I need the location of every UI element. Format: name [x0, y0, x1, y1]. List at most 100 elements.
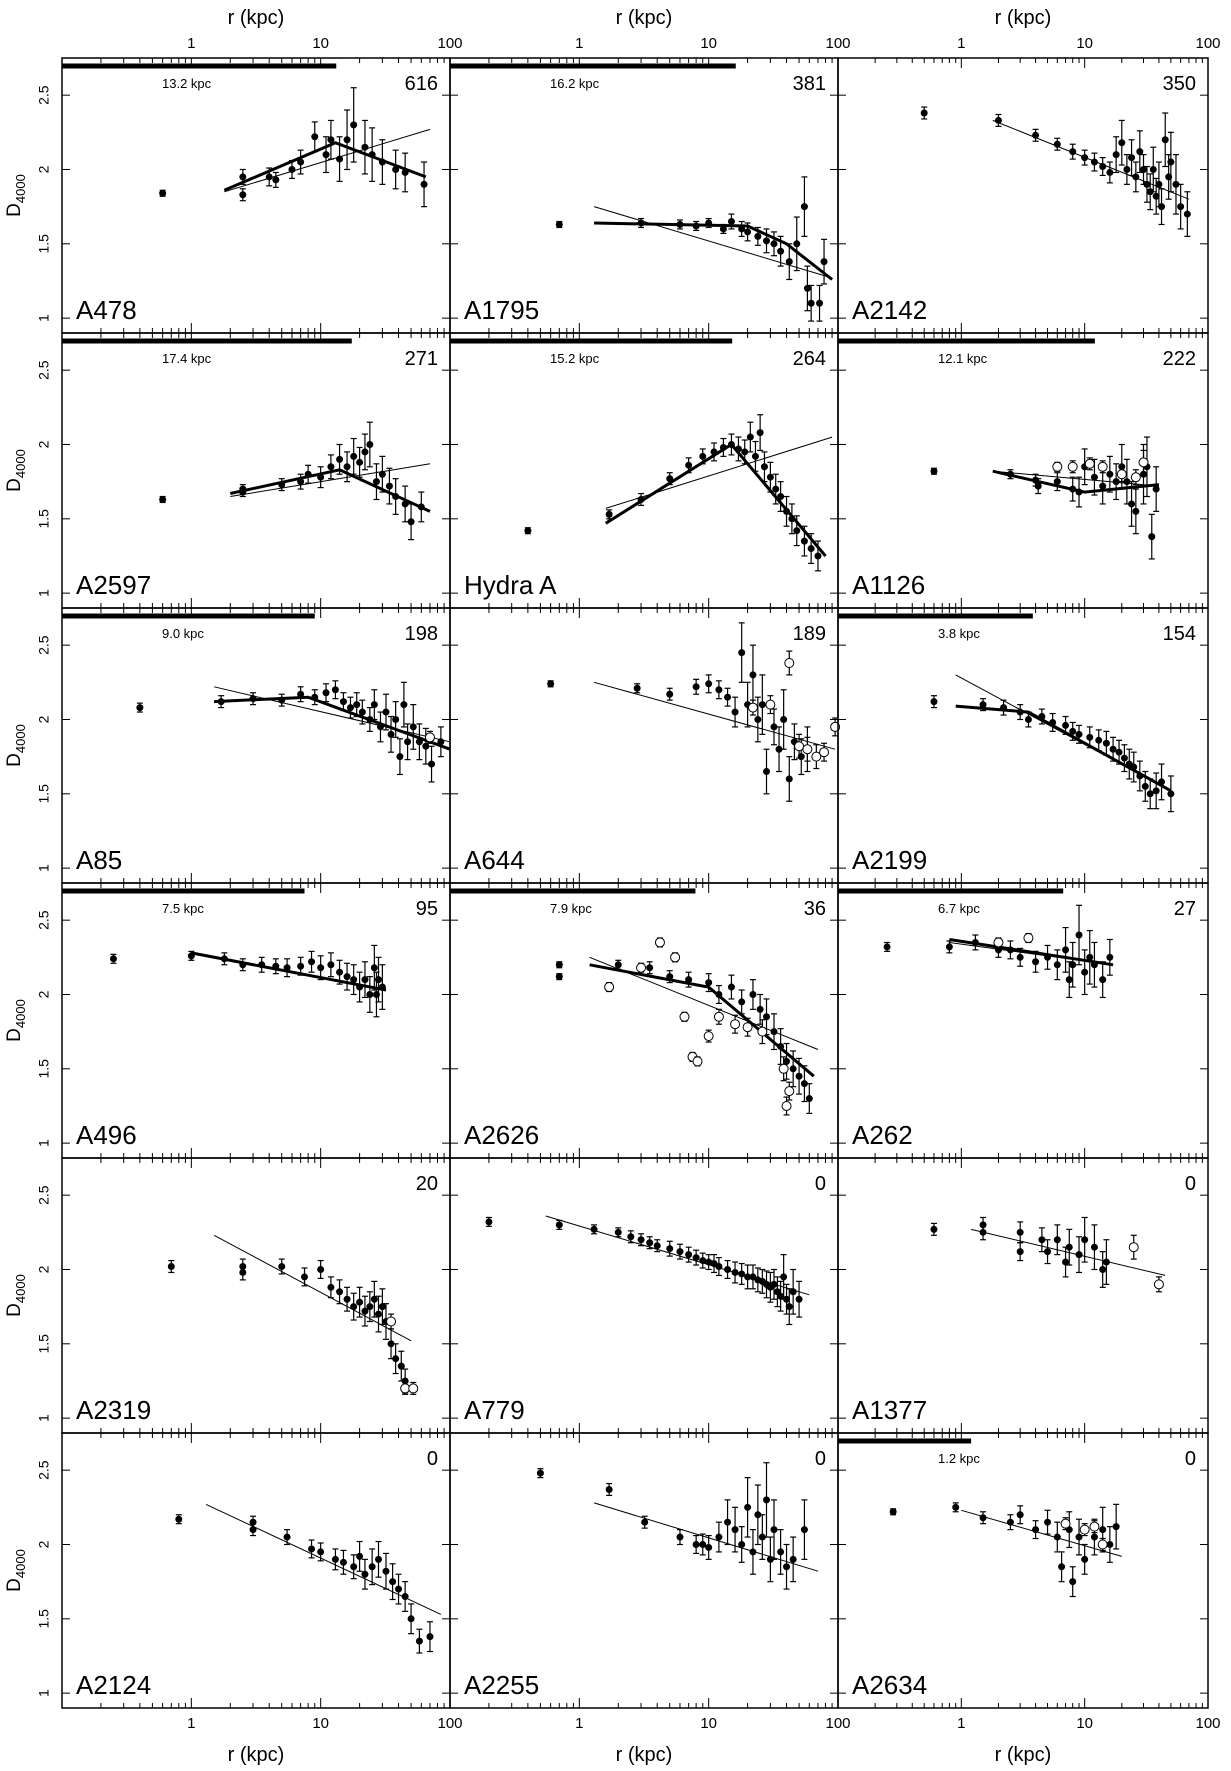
data-point [350, 964, 358, 996]
data-point [770, 231, 778, 257]
data-point [327, 454, 335, 480]
data-point [361, 1295, 369, 1327]
data-point [1016, 1505, 1024, 1525]
data-point [1032, 1520, 1040, 1540]
data-point [331, 1548, 339, 1571]
data-point [762, 748, 770, 795]
data-point [710, 1254, 718, 1274]
data-point [356, 971, 364, 1003]
y-axis-label: D4000 [4, 1549, 28, 1592]
data-point [278, 1258, 286, 1275]
data-point [1069, 476, 1077, 502]
data-point [297, 473, 305, 490]
x-axis-title-bottom: r (kpc) [995, 1744, 1052, 1766]
data-point [795, 1280, 803, 1318]
data-point [343, 962, 351, 991]
panel-number: 36 [804, 898, 826, 920]
data-point-open [1079, 1523, 1090, 1537]
panel-number: 0 [427, 1448, 438, 1470]
data-point [343, 1286, 351, 1312]
data-point [807, 284, 815, 322]
data-point [738, 1526, 746, 1563]
x-tick-label: 10 [312, 1715, 329, 1732]
data-point [1058, 1551, 1066, 1583]
data-point [685, 457, 693, 474]
x-tick-label: 10 [312, 35, 329, 52]
data-point [136, 702, 144, 713]
data-point [1106, 1526, 1114, 1563]
data-point [336, 959, 344, 985]
y-tick-label: 1 [36, 1414, 52, 1422]
scale-bar-label: 16.2 kpc [550, 76, 600, 91]
cluster-name: A2124 [76, 1670, 151, 1700]
data-point-open [1128, 1234, 1139, 1260]
data-point [727, 433, 735, 456]
data-point [322, 136, 330, 174]
data-point [265, 167, 273, 187]
data-point [378, 455, 386, 493]
data-point [407, 1603, 415, 1635]
data-point-open [811, 744, 822, 770]
data-point-open [757, 1019, 768, 1045]
data-point [555, 1219, 563, 1230]
data-point [1081, 1543, 1089, 1575]
data-point [783, 1283, 791, 1315]
data-point-open [742, 1017, 753, 1037]
panel-number: 616 [405, 73, 438, 95]
data-point [758, 674, 766, 735]
x-axis-title-top: r (kpc) [228, 7, 285, 29]
data-point [392, 149, 400, 190]
data-point [1081, 949, 1089, 996]
fit-line-thin [955, 674, 1172, 792]
data-point [417, 491, 425, 523]
data-point [415, 723, 423, 761]
data-point [785, 756, 793, 802]
data-point [437, 726, 445, 758]
data-point [1075, 904, 1083, 966]
data-point [397, 1350, 405, 1382]
cluster-name: Hydra A [464, 570, 557, 600]
y-axis-label: D4000 [4, 999, 28, 1042]
data-point [217, 695, 225, 709]
data-point [249, 692, 257, 706]
data-point [800, 176, 808, 237]
panel-number: 264 [793, 348, 826, 370]
data-point [741, 439, 749, 465]
data-point [415, 1628, 423, 1654]
data-point [1006, 1514, 1014, 1531]
data-point [368, 127, 376, 182]
data-point [1141, 770, 1149, 802]
panel-a644: 189 A644 [449, 607, 841, 884]
fit-line-thin [593, 206, 833, 279]
data-point [1044, 1509, 1052, 1535]
y-tick-label: 1.5 [36, 1059, 52, 1079]
data-point [770, 1013, 778, 1051]
data-point [749, 1529, 757, 1575]
panel-frame [837, 1432, 1209, 1709]
cluster-name: A1377 [852, 1395, 927, 1425]
data-point [378, 139, 386, 185]
data-point [407, 503, 415, 541]
data-point-open [1067, 460, 1078, 474]
y-tick-label: 1 [36, 1689, 52, 1697]
y-axis-label: D4000 [4, 724, 28, 767]
data-point [311, 121, 319, 153]
data-point [1053, 1521, 1061, 1553]
data-point [788, 503, 796, 535]
data-point [1016, 1242, 1024, 1262]
data-point [789, 1268, 797, 1315]
panel-number: 0 [1185, 1173, 1196, 1195]
data-point [1152, 772, 1160, 810]
scale-bar-label: 13.2 kpc [162, 76, 212, 91]
data-point [756, 414, 764, 452]
panel-a2597: 1 1.5 2 2.5 D4000 17.4 kpc 271 A2597 [4, 332, 451, 609]
data-point [339, 1549, 347, 1575]
data-point [317, 466, 325, 489]
data-point [738, 989, 746, 1015]
data-point [685, 971, 693, 988]
data-point [409, 704, 417, 750]
data-point [308, 1539, 316, 1559]
data-point [1086, 726, 1094, 749]
data-point [793, 216, 801, 272]
fit-line-thin [970, 1228, 1166, 1276]
